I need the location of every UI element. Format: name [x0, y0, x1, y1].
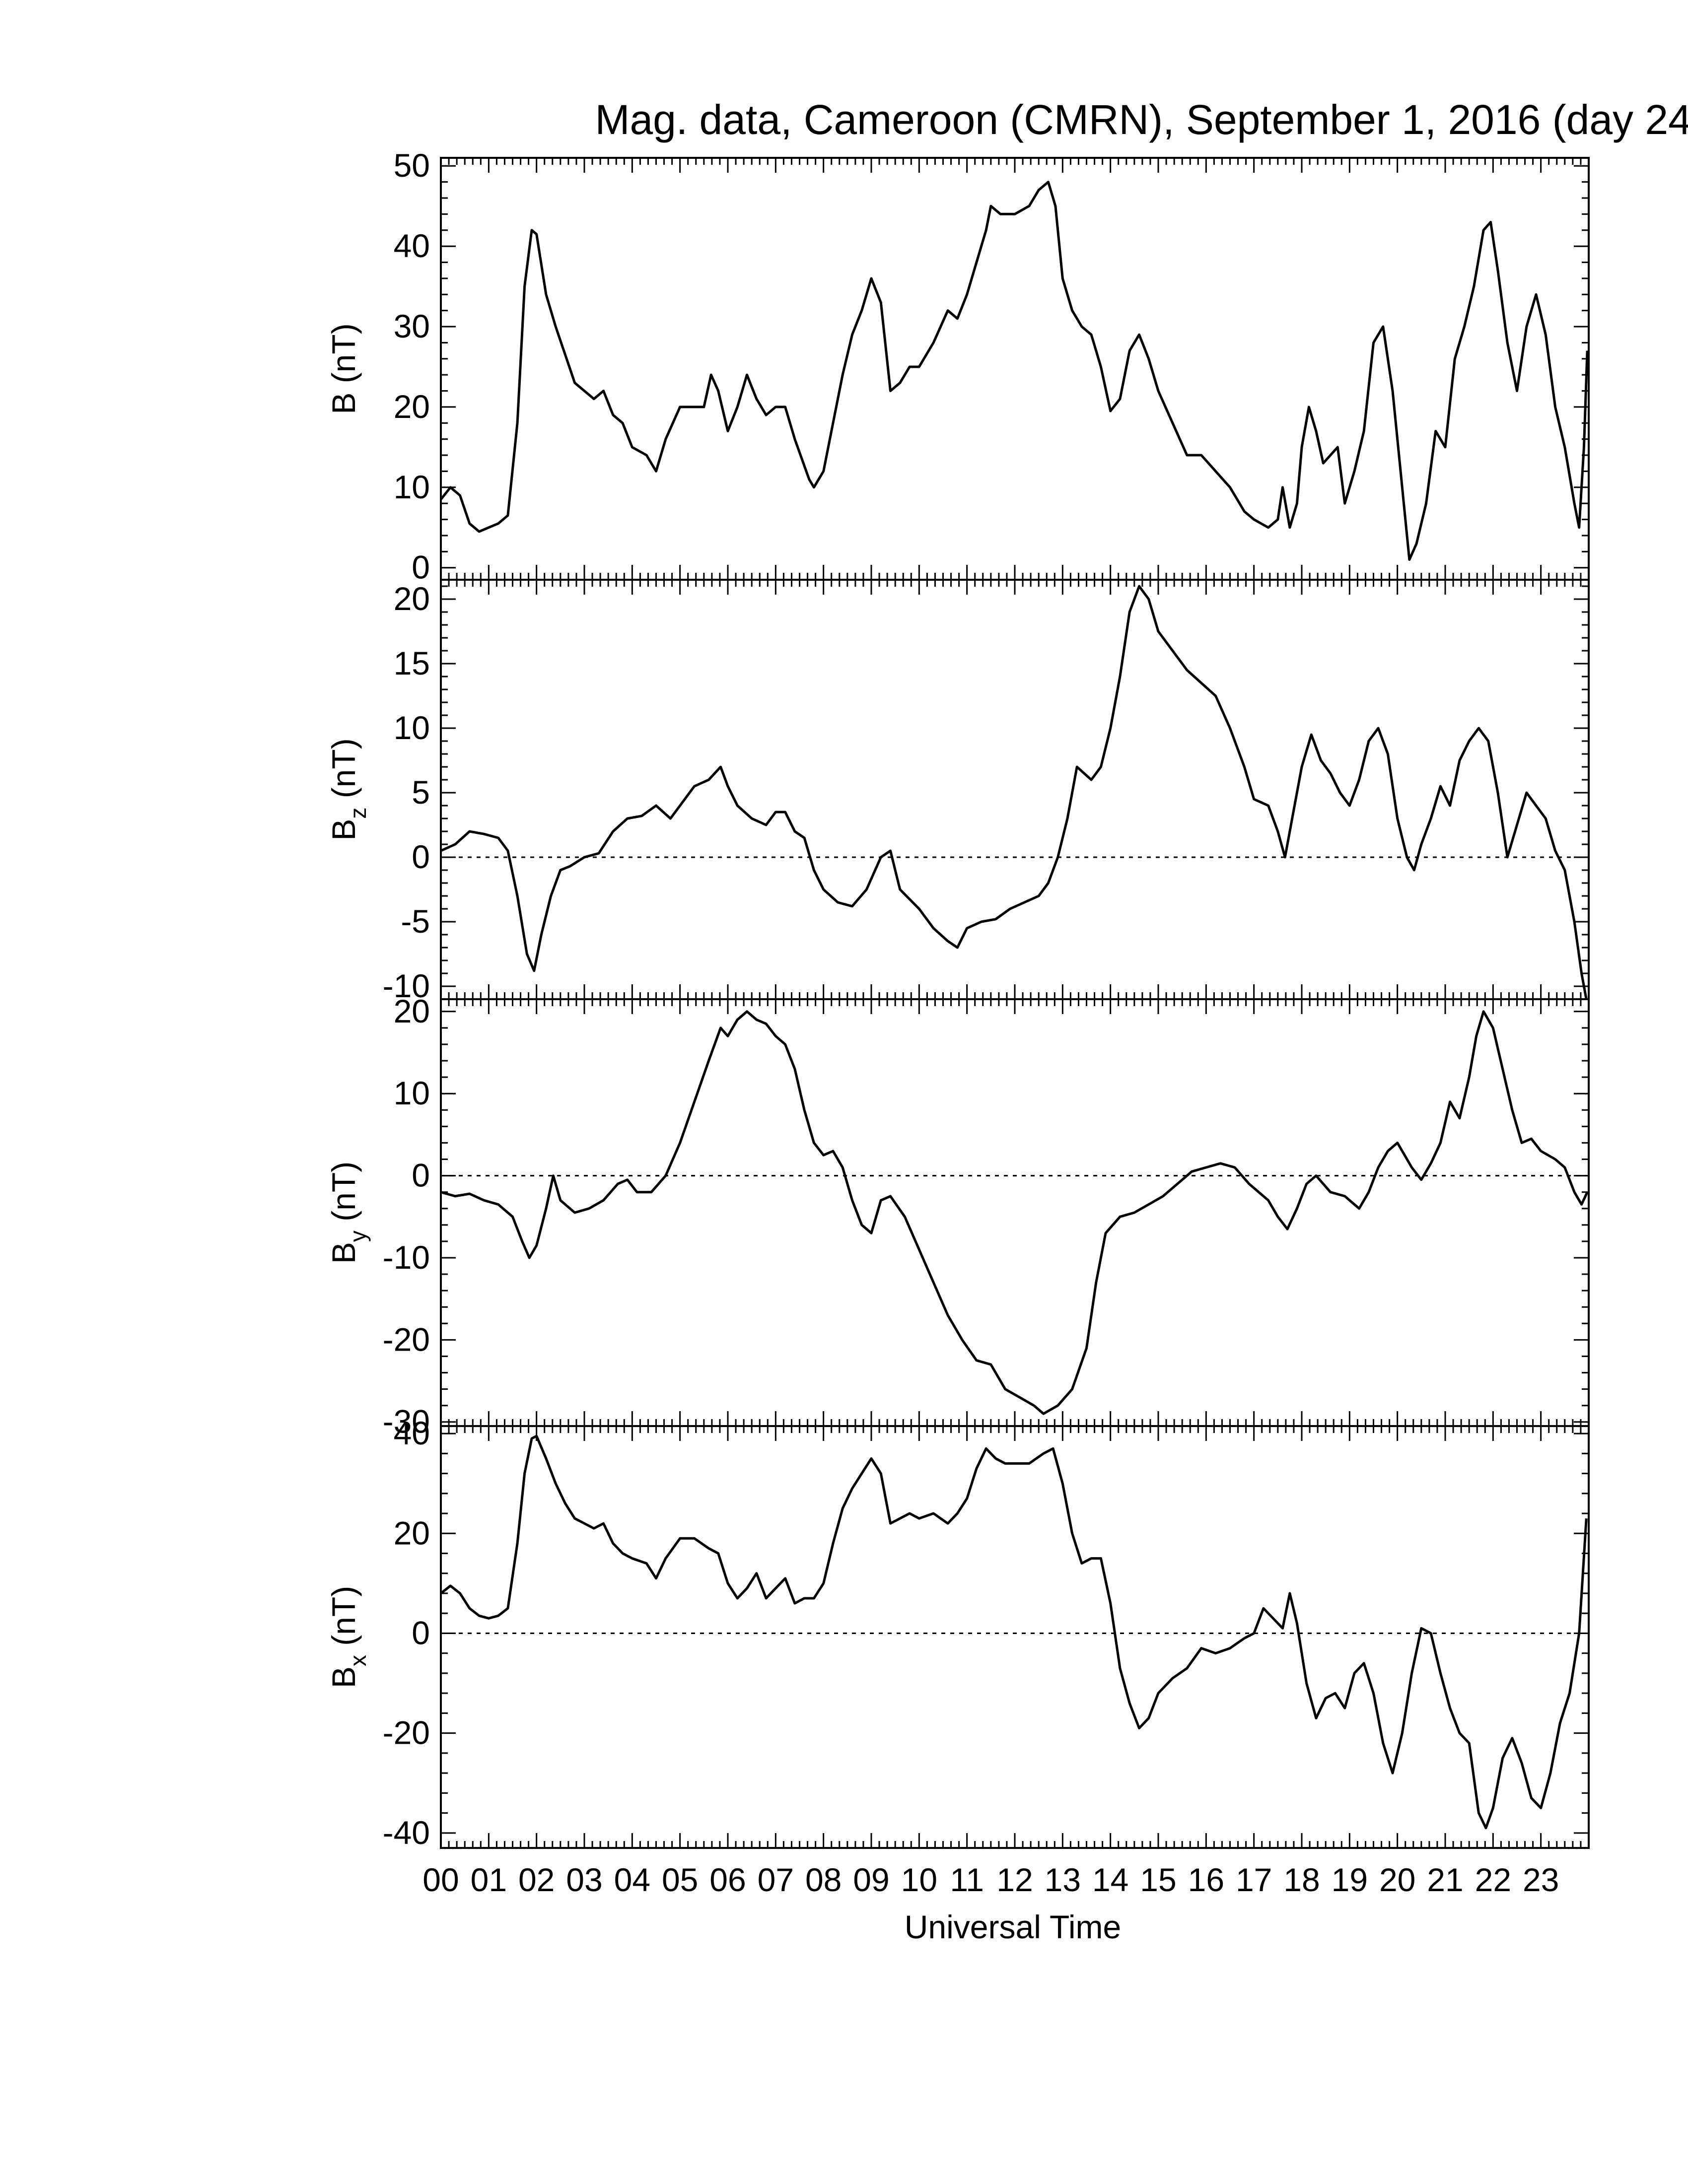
y-tick-label: -40: [383, 1814, 430, 1851]
y-axis-label-B: B (nT): [325, 323, 362, 414]
series-line-B: [440, 181, 1589, 561]
x-tick-label: 03: [566, 1861, 602, 1898]
panel-frame: [440, 157, 1590, 581]
chart-title: Mag. data, Cameroon (CMRN), September 1,…: [595, 96, 1688, 143]
y-tick-label: -10: [383, 1239, 430, 1276]
x-tick-label: 00: [422, 1861, 459, 1898]
x-tick-label: 16: [1188, 1861, 1224, 1898]
y-tick-label: 10: [394, 709, 430, 746]
series-line-Bx: [440, 1434, 1588, 1830]
y-tick-label: 0: [412, 838, 430, 875]
x-tick-labels: 00 01 02 03 04 05 06 07 08 09 10 11 12 13 14 15 16 17 18 19…: [422, 1861, 1559, 1898]
panel-Bz: -10 -5 0 5 10 15 20 Bz (nT): [325, 579, 1590, 1004]
x-tick-label: 08: [805, 1861, 842, 1898]
x-tick-label: 17: [1236, 1861, 1272, 1898]
y-tick-label: 10: [394, 469, 430, 505]
x-tick-label: 15: [1140, 1861, 1176, 1898]
x-tick-label: 18: [1283, 1861, 1320, 1898]
x-tick-label: 04: [614, 1861, 650, 1898]
panel-frame: [440, 998, 1590, 1427]
x-tick-label: 22: [1475, 1861, 1511, 1898]
y-axis-label-Bx: Bx (nT): [325, 1586, 371, 1688]
x-tick-label: 06: [709, 1861, 746, 1898]
x-tick-label: 14: [1092, 1861, 1128, 1898]
y-tick-label: 20: [394, 580, 430, 617]
x-tick-label: 19: [1332, 1861, 1368, 1898]
y-tick-label: 30: [394, 308, 430, 344]
y-tick-label: 0: [412, 1157, 430, 1194]
x-axis-label: Universal Time: [905, 1909, 1121, 1945]
y-tick-label: 40: [394, 227, 430, 264]
x-tick-label: 23: [1523, 1861, 1559, 1898]
panel-By: -30 -20 -10 0 10 20 By (nT): [325, 993, 1590, 1440]
y-axis-label-Bz: Bz (nT): [325, 738, 371, 840]
x-tick-label: 10: [901, 1861, 937, 1898]
panel-frame: [440, 1425, 1590, 1849]
x-tick-label: 21: [1427, 1861, 1463, 1898]
x-tick-label: 12: [996, 1861, 1033, 1898]
y-tick-label: 5: [412, 774, 430, 811]
y-tick-label: 20: [394, 993, 430, 1029]
y-tick-label: -20: [383, 1321, 430, 1358]
y-tick-label: -10: [383, 967, 430, 1004]
x-tick-label: 01: [471, 1861, 507, 1898]
series-line-Bz: [440, 585, 1588, 1000]
y-tick-label: 20: [394, 388, 430, 425]
x-tick-label: 20: [1379, 1861, 1415, 1898]
y-tick-label: 50: [394, 147, 430, 184]
x-tick-label: 05: [662, 1861, 698, 1898]
y-tick-label: 10: [394, 1075, 430, 1111]
chart-panels: 0 10 20 30 40 50 B (nT) -10 -5 0 5 10 15 20 Bz (nT) -30…: [325, 147, 1590, 1851]
y-tick-label: 0: [412, 549, 430, 586]
panel-Bx: -40 -20 0 20 40 Bx (nT): [325, 1415, 1590, 1851]
y-tick-label: -20: [383, 1714, 430, 1751]
x-tick-label: 09: [853, 1861, 889, 1898]
y-tick-label: -5: [401, 903, 430, 940]
y-axis-label-By: By (nT): [325, 1161, 371, 1264]
y-tick-label: 15: [394, 645, 430, 682]
panel-frame: [440, 579, 1590, 1000]
y-tick-label: 0: [412, 1614, 430, 1651]
y-tick-label: -30: [383, 1403, 430, 1440]
y-tick-label: 20: [394, 1514, 430, 1551]
x-tick-label: 11: [950, 1861, 984, 1898]
x-tick-label: 07: [758, 1861, 794, 1898]
y-tick-label: 40: [394, 1415, 430, 1451]
panel-B: 0 10 20 30 40 50 B (nT): [325, 147, 1590, 586]
x-tick-label: 13: [1045, 1861, 1081, 1898]
series-line-By: [440, 1010, 1589, 1415]
x-tick-label: 02: [518, 1861, 555, 1898]
